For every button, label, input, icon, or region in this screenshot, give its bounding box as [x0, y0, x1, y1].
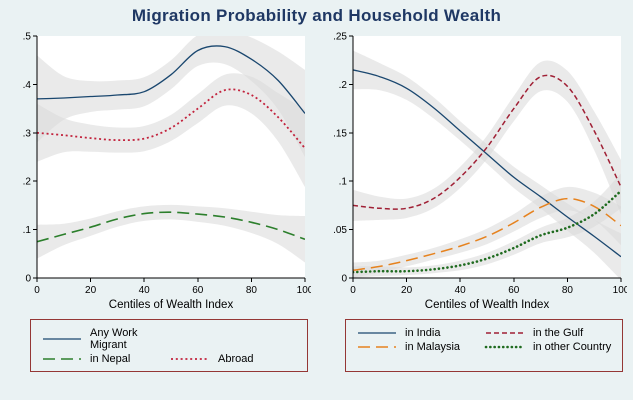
y-tick-label: .1 [23, 225, 32, 236]
tick-labels: 0 .1 .2 .3 .4 .5 0 20 40 60 80 100 [23, 32, 314, 297]
y-tick-label: .15 [333, 128, 347, 139]
x-tick-label: 60 [192, 285, 204, 296]
x-tick-label: 40 [455, 285, 467, 296]
y-tick-label: .2 [339, 80, 348, 91]
legend-item-in-india: in India [356, 327, 484, 339]
series-line-in-malaysia [353, 197, 621, 272]
y-tick-label: 0 [341, 274, 347, 285]
legend-label: in other Country [533, 341, 612, 353]
legend-row: in Nepal Abroad [41, 353, 297, 365]
legend-item-in-malaysia: in Malaysia [356, 341, 484, 353]
ci-band-in-other-country [353, 173, 621, 278]
series-line-in-india [353, 69, 621, 258]
legend-item-in-other-country: in other Country [484, 341, 612, 353]
ci-band-in-the-gulf [353, 60, 621, 221]
axes [352, 36, 621, 279]
series-line-in-the-gulf [353, 74, 621, 210]
legend-sample-line-any-work-migrant [43, 338, 81, 340]
y-tick-label: .2 [23, 177, 32, 188]
legend-label: in the Gulf [533, 327, 584, 339]
y-tick-label: .05 [333, 225, 347, 236]
x-axis-title: Centiles of Wealth Index [109, 299, 234, 311]
legend-label: in India [405, 327, 441, 339]
right-panel: 0 .05 .1 .15 .2 .25 0 20 40 60 80 100 Centiles of We… [322, 28, 630, 317]
ci-band-in-malaysia [353, 186, 621, 278]
legend-sample-line-in-malaysia [358, 346, 396, 348]
x-axis-title: Centiles of Wealth Index [425, 299, 550, 311]
legends-row: Any Work Migrant in Nepal Abroad in India i… [0, 317, 633, 372]
ci-band-abroad [37, 73, 305, 187]
x-tick-label: 100 [613, 285, 627, 296]
legend-row: in Malaysia in other Country [356, 341, 612, 353]
ci-band-in-india [353, 50, 621, 278]
series-line-in-nepal [37, 211, 305, 243]
series-lines [353, 69, 621, 274]
ci-band-any-work-migrant [37, 36, 305, 157]
legend-sample-line-abroad [171, 358, 209, 360]
y-tick-label: .25 [333, 32, 347, 43]
x-tick-label: 80 [246, 285, 258, 296]
y-tick-label: .1 [339, 177, 348, 188]
x-tick-label: 100 [297, 285, 311, 296]
x-tick-label: 80 [562, 285, 574, 296]
legend-sample-line-in-nepal [43, 358, 81, 360]
left-panel: 0 .1 .2 .3 .4 .5 0 20 40 60 80 100 Centiles of Wealt… [6, 28, 314, 317]
legend-label: Any Work Migrant [90, 327, 138, 351]
legend-item-in-nepal: in Nepal [41, 353, 169, 365]
legend-label: in Malaysia [405, 341, 461, 353]
x-tick-label: 0 [350, 285, 356, 296]
x-tick-label: 20 [401, 285, 413, 296]
series-lines [37, 45, 305, 243]
legend-label: Abroad [218, 353, 254, 365]
x-tick-label: 0 [34, 285, 40, 296]
legend-row: Any Work Migrant [41, 327, 297, 351]
x-tick-label: 40 [139, 285, 151, 296]
legend-item-abroad: Abroad [169, 353, 297, 365]
legend-label: in Nepal [90, 353, 131, 365]
right-legend: in India in the Gulf in Malaysia in other C… [345, 319, 623, 372]
y-tick-label: .5 [23, 32, 32, 43]
legend-sample-line-in-the-gulf [486, 332, 524, 334]
legend-sample-line-in-other-country [484, 345, 526, 349]
x-tick-label: 60 [508, 285, 520, 296]
tick-labels: 0 .05 .1 .15 .2 .25 0 20 40 60 80 100 [333, 32, 630, 297]
legend-sample-line-in-india [358, 332, 396, 334]
left-chart: 0 .1 .2 .3 .4 .5 0 20 40 60 80 100 Centiles of Wealt… [23, 32, 314, 312]
legend-item-in-the-gulf: in the Gulf [484, 327, 612, 339]
right-chart: 0 .05 .1 .15 .2 .25 0 20 40 60 80 100 Centiles of We… [333, 32, 630, 312]
figure-title: Migration Probability and Household Weal… [131, 6, 502, 25]
y-tick-label: .3 [23, 128, 32, 139]
left-legend: Any Work Migrant in Nepal Abroad [30, 319, 308, 372]
charts-row: 0 .1 .2 .3 .4 .5 0 20 40 60 80 100 Centiles of Wealt… [0, 28, 633, 317]
legend-item-any-work-migrant: Any Work Migrant [41, 327, 169, 351]
axes [36, 36, 305, 279]
confidence-bands [353, 50, 621, 278]
y-tick-label: 0 [25, 274, 31, 285]
legend-row: in India in the Gulf [356, 327, 612, 339]
y-tick-label: .4 [23, 80, 32, 91]
series-line-any-work-migrant [37, 45, 305, 114]
x-tick-label: 20 [85, 285, 97, 296]
